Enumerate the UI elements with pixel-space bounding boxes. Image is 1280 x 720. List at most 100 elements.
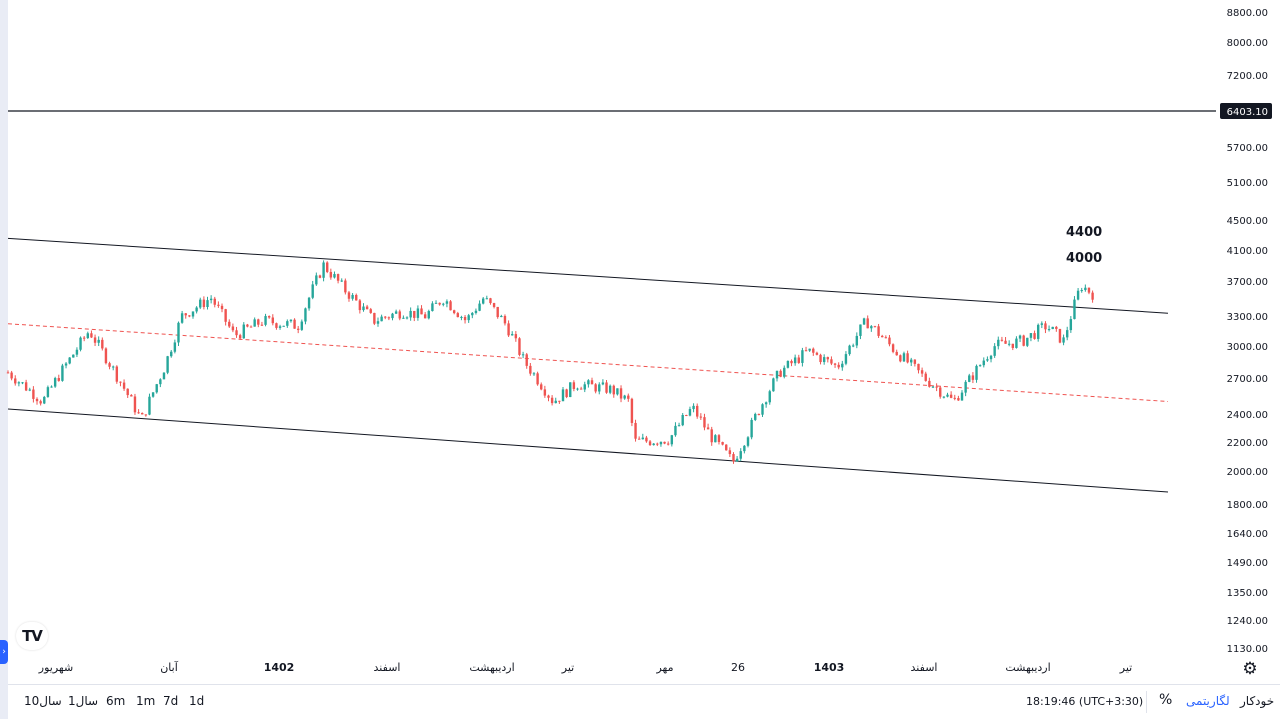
auto-scale-toggle[interactable]: خودکار [1240,694,1275,708]
candle-body [565,389,568,398]
candle-body [1066,330,1069,338]
expand-panel-button[interactable]: › [0,640,8,664]
y-tick-label: 1130.00 [1227,644,1268,655]
candle-body [511,334,514,336]
price-target-annotation[interactable]: 4000 [1066,251,1102,266]
candle-body [253,319,256,327]
candle-body [641,437,644,440]
x-tick-label: 1402 [264,661,295,674]
candle-body [648,441,652,446]
channel-upper-line[interactable] [7,237,1169,314]
candle-body [1073,299,1076,320]
candle-body [703,417,706,428]
candle-body [1033,333,1036,339]
candle-body [634,422,637,439]
candle-body [296,328,300,330]
candle-body [949,394,953,398]
price-chart[interactable]: 8800.00 8000.00 7200.00 6403.10 5700.00 5100.… [0,0,1280,684]
candle-body [812,348,815,353]
range-1m-button[interactable]: 1m [136,694,156,708]
candle-body [699,416,703,418]
price-target-annotation[interactable]: 4400 [1066,225,1102,240]
candle-body [1051,326,1054,330]
candle-body [355,294,358,301]
x-tick-label: شهریور [38,661,73,674]
tradingview-logo[interactable]: TV [16,622,48,650]
candle-body [971,375,975,380]
candle-body [931,386,935,388]
candle-body [572,382,576,389]
x-tick-label: اردیبهشت [469,661,514,674]
y-axis: 8800.00 8000.00 7200.00 6403.10 5700.00 5100.… [1220,8,1272,655]
candle-body [151,392,155,397]
range-1y-button[interactable]: 1سال [68,694,99,708]
candle-body [790,360,793,364]
candle-body [891,344,895,352]
candle-body [32,389,35,399]
candle-body [960,392,964,401]
candle-body [224,309,227,322]
candle-body [478,303,481,311]
clock-timezone[interactable]: 18:19:46 (UTC+3:30) [1026,695,1144,708]
candle-body [666,443,670,445]
candle-body [579,388,583,390]
candle-body [61,365,64,381]
candle-body [793,357,797,364]
candle-body [235,330,238,336]
candle-body [304,308,307,322]
candles [6,260,1094,464]
y-tick-label: 1490.00 [1227,558,1268,569]
y-tick-label: 4500.00 [1227,216,1268,227]
candle-body [775,370,779,379]
candle-body [768,391,771,403]
candle-body [431,303,434,312]
y-tick-label: 5700.00 [1227,143,1268,154]
candle-body [906,353,909,363]
candle-body [561,389,565,402]
y-tick-label: 1640.00 [1227,529,1268,540]
range-6m-button[interactable]: 6m [106,694,126,708]
candle-body [619,388,623,399]
candle-body [90,333,93,338]
percent-scale-toggle[interactable]: % [1159,692,1173,708]
candle-body [173,342,177,352]
candle-body [652,443,655,446]
candle-body [170,351,173,357]
y-tick-label: 6403.10 [1227,107,1268,118]
candle-body [496,306,499,318]
candle-body [405,317,409,319]
candle-body [1036,324,1040,339]
candle-body [855,335,859,346]
candle-body [282,325,285,327]
candle-body [238,335,242,339]
candle-body [514,334,518,339]
candle-body [924,373,927,381]
candle-body [612,385,615,395]
candle-body [645,437,648,442]
range-1d-button[interactable]: 1d [189,694,205,708]
log-scale-toggle[interactable]: لگاریتمی [1186,694,1230,708]
range-7d-button[interactable]: 7d [163,694,179,708]
candle-body [594,384,597,392]
candle-body [819,354,822,363]
candle-body [97,339,100,343]
candle-body [946,394,949,397]
candle-body [333,274,336,278]
y-tick-label: 2200.00 [1227,438,1268,449]
gear-icon[interactable]: ⚙ [1242,659,1258,679]
range-10y-button[interactable]: 10سال [24,694,62,708]
candle-body [532,373,536,375]
y-tick-label: 3000.00 [1227,342,1268,353]
candle-body [841,363,844,368]
channel-lower-line[interactable] [7,408,1169,493]
candle-body [674,425,677,436]
candle-body [387,317,391,319]
candle-body [917,363,920,371]
channel-mid-line[interactable] [7,323,1169,403]
candle-body [1011,343,1014,348]
candle-body [1080,290,1083,292]
candle-body [286,321,289,326]
candle-body [957,398,960,401]
candle-body [467,315,470,321]
candle-body [910,359,913,363]
